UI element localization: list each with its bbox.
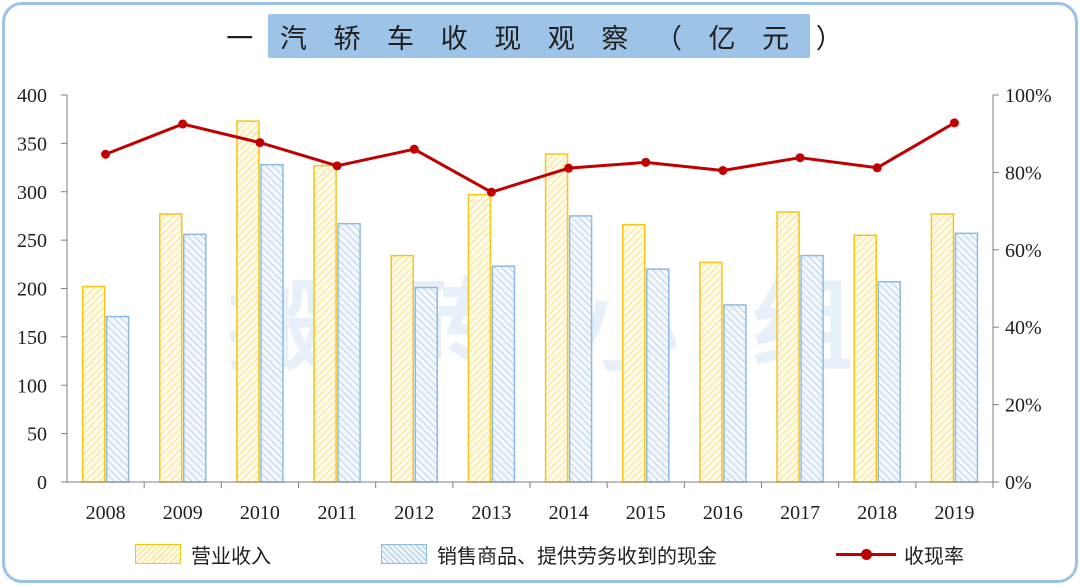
legend-swatch-cash <box>381 544 427 564</box>
x-tick-label: 2011 <box>317 502 356 524</box>
bar-cash-2016 <box>723 304 747 483</box>
bar-revenue-2017 <box>776 211 800 483</box>
x-tick-label: 2012 <box>394 502 434 524</box>
bar-cash-2017 <box>800 254 824 483</box>
y-right-tick-label: 40% <box>1005 317 1042 339</box>
legend-item-cash: 销售商品、提供劳务收到的现金 <box>381 538 717 570</box>
y-left-tick-label: 0 <box>37 472 47 494</box>
bar-revenue-2008 <box>81 285 106 483</box>
y-right-tick-label: 0% <box>1005 472 1032 494</box>
x-tick-label: 2018 <box>857 502 897 524</box>
x-tick-label: 2010 <box>240 502 280 524</box>
legend-swatch-ratio <box>836 544 896 564</box>
y-left-tick-label: 200 <box>17 279 47 301</box>
bar-revenue-2016 <box>699 261 723 483</box>
y-left-tick-label: 100 <box>17 375 47 397</box>
x-tick-label: 2014 <box>549 502 589 524</box>
legend-item-ratio: 收现率 <box>836 538 964 570</box>
point-ratio-2009 <box>178 119 188 129</box>
bar-cash-2010 <box>260 163 284 483</box>
y-right-tick-label: 80% <box>1005 162 1042 184</box>
point-ratio-2011 <box>332 161 342 171</box>
x-tick-label: 2016 <box>703 502 743 524</box>
bar-revenue-2018 <box>853 234 877 483</box>
bar-revenue-2010 <box>236 120 260 483</box>
bar-cash-2008 <box>105 315 130 483</box>
y-left-tick-label: 50 <box>27 424 47 446</box>
y-left-tick-label: 300 <box>17 182 47 204</box>
bar-cash-2011 <box>337 222 361 483</box>
x-tick-label: 2008 <box>86 502 126 524</box>
y-left-tick-label: 150 <box>17 327 47 349</box>
bar-revenue-2015 <box>622 223 646 483</box>
point-ratio-2015 <box>641 157 651 167</box>
x-tick-label: 2017 <box>780 502 820 524</box>
point-ratio-2008 <box>101 149 111 159</box>
y-right-tick-label: 100% <box>1005 85 1052 107</box>
point-ratio-2010 <box>255 138 265 148</box>
y-left-tick-label: 400 <box>17 85 47 107</box>
legend-item-revenue: 营业收入 <box>135 538 271 570</box>
x-tick-label: 2015 <box>626 502 666 524</box>
y-right-tick-label: 60% <box>1005 240 1042 262</box>
point-ratio-2013 <box>486 187 496 197</box>
legend-swatch-revenue <box>135 544 181 564</box>
point-ratio-2012 <box>409 144 419 154</box>
bar-cash-2014 <box>568 215 593 483</box>
legend: 营业收入 销售商品、提供劳务收到的现金 收现率 <box>0 538 1080 570</box>
x-tick-label: 2013 <box>471 502 511 524</box>
bar-revenue-2012 <box>390 254 414 483</box>
y-left-tick-label: 250 <box>17 230 47 252</box>
bar-cash-2018 <box>877 280 901 483</box>
bar-cash-2019 <box>954 232 979 483</box>
legend-label-ratio: 收现率 <box>904 543 964 568</box>
bar-cash-2013 <box>491 265 516 483</box>
point-ratio-2016 <box>718 165 728 175</box>
y-right-tick-label: 20% <box>1005 395 1042 417</box>
point-ratio-2019 <box>949 118 959 128</box>
bar-revenue-2014 <box>544 153 569 483</box>
point-ratio-2017 <box>795 153 805 163</box>
x-tick-label: 2009 <box>163 502 203 524</box>
bar-cash-2009 <box>183 233 207 483</box>
point-ratio-2018 <box>872 163 882 173</box>
legend-label-revenue: 营业收入 <box>191 543 271 568</box>
bar-revenue-2009 <box>159 213 183 483</box>
bar-cash-2012 <box>414 286 438 483</box>
chart-title-box: 一 汽 轿 车 收 现 观 察 （ 亿 元 ） <box>226 14 843 58</box>
bar-revenue-2011 <box>313 164 337 483</box>
line-ratio <box>105 121 956 194</box>
bar-cash-2015 <box>646 268 670 483</box>
bar-revenue-2019 <box>930 213 955 483</box>
point-ratio-2014 <box>564 163 574 173</box>
chart-title: 一 汽 轿 车 收 现 观 察 （ 亿 元 ） <box>226 23 852 55</box>
y-left-tick-label: 350 <box>17 133 47 155</box>
legend-label-cash: 销售商品、提供劳务收到的现金 <box>437 543 717 568</box>
x-tick-label: 2019 <box>934 502 974 524</box>
bar-revenue-2013 <box>467 193 492 483</box>
